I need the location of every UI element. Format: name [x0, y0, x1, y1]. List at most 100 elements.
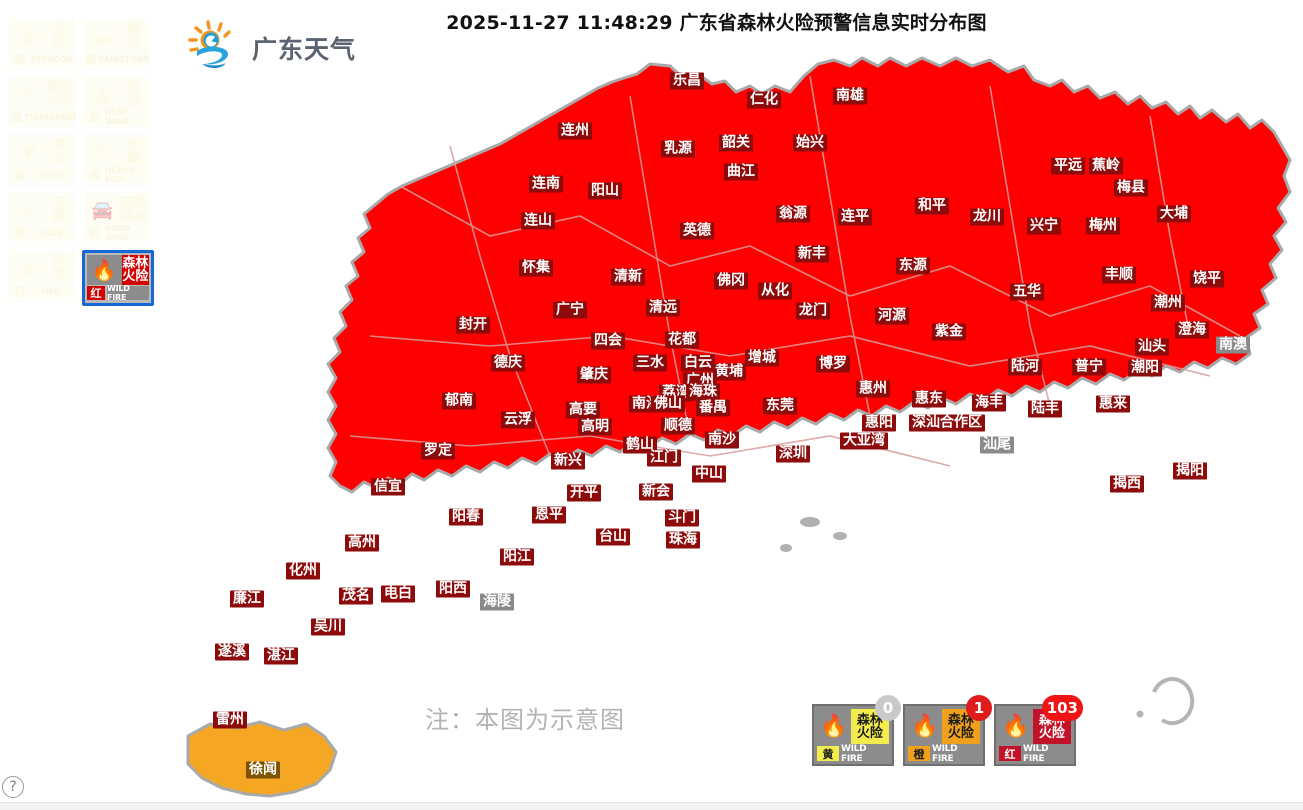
legend-item-yellow[interactable]: 0 🔥 森林 火险 黄 WILD FIRE — [812, 695, 901, 766]
region-label[interactable]: 斗门 — [665, 509, 699, 527]
region-label[interactable]: 梅州 — [1086, 217, 1120, 235]
region-label[interactable]: 连平 — [838, 208, 872, 226]
region-label[interactable]: 东莞 — [763, 397, 797, 415]
region-label[interactable]: 普宁 — [1072, 358, 1106, 376]
palette-item-road-icing[interactable]: 🚘 道路 结冰 黄 ROAD ICING — [82, 192, 150, 244]
region-label[interactable]: 南雄 — [833, 87, 867, 105]
region-label[interactable]: 丰顺 — [1102, 266, 1136, 284]
region-label[interactable]: 东源 — [896, 257, 930, 275]
region-label[interactable]: 云浮 — [501, 411, 535, 429]
region-label[interactable]: 大埔 — [1157, 205, 1191, 223]
region-label[interactable]: 廉江 — [230, 590, 264, 608]
region-label[interactable]: 深汕合作区 — [909, 414, 985, 432]
region-label[interactable]: 罗定 — [421, 442, 455, 460]
region-label[interactable]: 封开 — [456, 316, 490, 334]
palette-item-wildfire-selected[interactable]: 🔥 森林 火险 红 WILD FIRE — [82, 250, 154, 306]
region-label[interactable]: 黄埔 — [712, 363, 746, 381]
region-label[interactable]: 惠东 — [912, 390, 946, 408]
region-label[interactable]: 曲江 — [724, 163, 758, 181]
brand-logo[interactable]: 广东天气 — [188, 20, 356, 76]
region-label[interactable]: 怀集 — [519, 259, 553, 277]
palette-item-heavyfog[interactable]: ☰ 大雾 黄 HEAVY FOG — [82, 134, 150, 186]
region-label[interactable]: 化州 — [286, 562, 320, 580]
legend-item-orange[interactable]: 1 🔥 森林 火险 橙 WILD FIRE — [903, 695, 992, 766]
region-label[interactable]: 阳山 — [588, 182, 622, 200]
region-label[interactable]: 南澳 — [1216, 336, 1250, 354]
region-label[interactable]: 德庆 — [491, 354, 525, 372]
region-label[interactable]: 陆河 — [1008, 358, 1042, 376]
legend-item-red[interactable]: 103 🔥 森林 火险 红 WILD FIRE — [994, 695, 1083, 766]
region-label[interactable]: 蕉岭 — [1089, 157, 1123, 175]
guangdong-map[interactable]: 乐昌 仁化 南雄 连州 乳源 韶关 始兴 平远 蕉岭 梅县 曲江 连南 阳山 翁源 连平 和平 龙川 兴宁 梅州 大埔… — [150, 36, 1300, 804]
region-label[interactable]: 陆丰 — [1028, 400, 1062, 418]
region-label[interactable]: 揭阳 — [1173, 462, 1207, 480]
help-icon[interactable]: ? — [2, 776, 24, 798]
region-label[interactable]: 电白 — [381, 585, 415, 603]
region-label[interactable]: 兴宁 — [1027, 217, 1061, 235]
region-label[interactable]: 高州 — [345, 534, 379, 552]
region-label[interactable]: 江门 — [647, 449, 681, 467]
region-label[interactable]: 信宜 — [371, 478, 405, 496]
region-label[interactable]: 中山 — [692, 465, 726, 483]
region-label[interactable]: 高要 — [566, 401, 600, 419]
palette-item-rainstorm[interactable]: ☁ 暴雨 黄 RAINSTORM — [82, 18, 150, 70]
region-label[interactable]: 佛山 — [651, 395, 685, 413]
region-label[interactable]: 乐昌 — [670, 72, 704, 90]
region-label[interactable]: 徐闻 — [246, 761, 280, 779]
palette-item-cold[interactable]: ▼ 寒冷 黄 COLD — [8, 134, 76, 186]
region-label[interactable]: 饶平 — [1190, 270, 1224, 288]
region-label[interactable]: 高明 — [578, 418, 612, 436]
region-label[interactable]: 海陵 — [480, 593, 514, 611]
region-label[interactable]: 花都 — [665, 331, 699, 349]
region-label[interactable]: 紫金 — [932, 323, 966, 341]
region-label[interactable]: 茂名 — [339, 587, 373, 605]
region-label[interactable]: 新丰 — [795, 245, 829, 263]
region-label[interactable]: 大亚湾 — [840, 432, 888, 450]
region-label[interactable]: 鹤山 — [623, 436, 657, 454]
region-label[interactable]: 汕头 — [1135, 338, 1169, 356]
region-label[interactable]: 仁化 — [747, 91, 781, 109]
region-label[interactable]: 雷州 — [213, 711, 247, 729]
region-label[interactable]: 龙门 — [796, 302, 830, 320]
region-label[interactable]: 清远 — [646, 299, 680, 317]
region-label[interactable]: 吴川 — [311, 618, 345, 636]
region-label[interactable]: 珠海 — [666, 531, 700, 549]
region-label[interactable]: 南沙 — [705, 431, 739, 449]
region-label[interactable]: 惠阳 — [862, 414, 896, 432]
palette-item-typhoon[interactable]: ◉ 台风 黄 TYPHOON — [8, 18, 76, 70]
region-label[interactable]: 佛冈 — [714, 272, 748, 290]
region-label[interactable]: 新会 — [639, 483, 673, 501]
region-label[interactable]: 白云 — [681, 354, 715, 372]
region-label[interactable]: 清新 — [611, 268, 645, 286]
palette-item-hail[interactable]: ◆ 冰雹 白 HAIL — [8, 250, 76, 302]
region-label[interactable]: 台山 — [596, 528, 630, 546]
region-label[interactable]: 惠来 — [1096, 395, 1130, 413]
region-label[interactable]: 湛江 — [264, 647, 298, 665]
region-label[interactable]: 肇庆 — [577, 366, 611, 384]
region-label[interactable]: 阳西 — [436, 580, 470, 598]
region-label[interactable]: 龙川 — [970, 208, 1004, 226]
region-label[interactable]: 潮州 — [1151, 294, 1185, 312]
region-label[interactable]: 平远 — [1051, 157, 1085, 175]
region-label[interactable]: 连州 — [558, 122, 592, 140]
region-label[interactable]: 新兴 — [551, 452, 585, 470]
region-label[interactable]: 深圳 — [776, 445, 810, 463]
region-label[interactable]: 增城 — [745, 349, 779, 367]
region-label[interactable]: 潮阳 — [1128, 359, 1162, 377]
region-label[interactable]: 海丰 — [972, 394, 1006, 412]
palette-item-haze[interactable]: ∞ 灰霾 黄 HAZE — [8, 192, 76, 244]
region-label[interactable]: 五华 — [1010, 283, 1044, 301]
palette-item-heatwave[interactable]: ▲ 高温 黄 HEAT WAVE — [82, 76, 150, 128]
region-label[interactable]: 英德 — [680, 222, 714, 240]
region-label[interactable]: 韶关 — [719, 134, 753, 152]
region-label[interactable]: 河源 — [875, 307, 909, 325]
region-label[interactable]: 连南 — [529, 175, 563, 193]
region-label[interactable]: 汕尾 — [980, 436, 1014, 454]
region-label[interactable]: 翁源 — [776, 205, 810, 223]
region-label[interactable]: 阳江 — [500, 548, 534, 566]
region-label[interactable]: 阳春 — [449, 508, 483, 526]
region-label[interactable]: 番禺 — [696, 399, 730, 417]
region-label[interactable]: 梅县 — [1114, 179, 1148, 197]
region-label[interactable]: 博罗 — [816, 355, 850, 373]
